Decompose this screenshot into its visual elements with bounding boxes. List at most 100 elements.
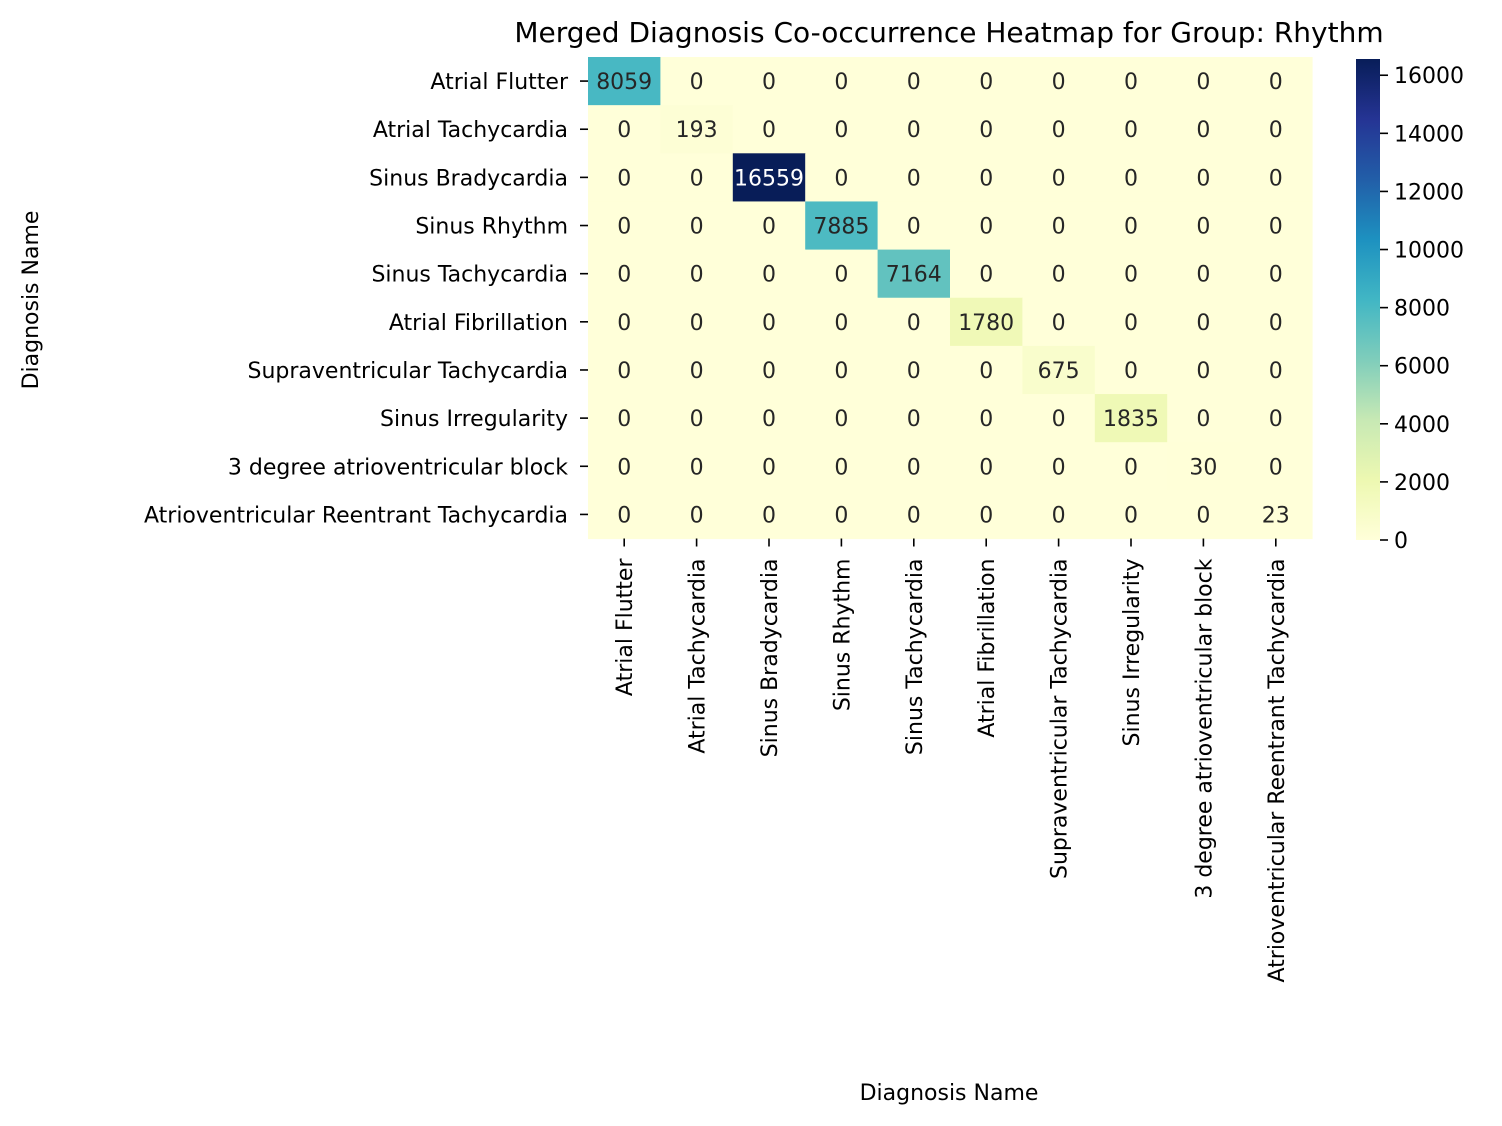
cell-value-label: 0 [834, 503, 848, 528]
heatmap-cell [1239, 297, 1313, 347]
cell-value-label: 0 [1269, 215, 1283, 240]
cell-value-label: 0 [979, 166, 993, 191]
cell-value-label: 0 [690, 215, 704, 240]
heatmap-cell [877, 153, 951, 203]
y-tick-label: Sinus Rhythm [415, 215, 568, 240]
heatmap-cell [660, 490, 734, 540]
heatmap-cell [732, 57, 806, 106]
heatmap-cell [1239, 57, 1313, 106]
heatmap-cell [950, 105, 1023, 154]
cell-value-label: 0 [834, 166, 848, 191]
heatmap-cell [732, 201, 806, 251]
cell-value-label: 0 [1269, 359, 1283, 384]
heatmap-cell [950, 153, 1023, 203]
heatmap-cell [660, 57, 734, 106]
y-tick-label: Sinus Irregularity [380, 407, 568, 432]
heatmap-cell [1167, 442, 1241, 491]
heatmap-cell [588, 201, 661, 251]
cell-value-label: 0 [1052, 70, 1066, 95]
heatmap-cell [1239, 345, 1313, 395]
cell-value-label: 0 [834, 455, 848, 480]
heatmap-cell [1094, 442, 1168, 491]
cell-value-label: 0 [1124, 70, 1138, 95]
cell-value-label: 0 [690, 263, 704, 288]
cell-value-label: 0 [690, 455, 704, 480]
x-axis-label: Diagnosis Name [860, 1081, 1039, 1106]
heatmap-cell [877, 490, 951, 540]
cell-value-label: 0 [690, 407, 704, 432]
heatmap-cell [660, 297, 734, 347]
cell-value-label: 0 [1124, 455, 1138, 480]
heatmap-cell [1239, 105, 1313, 154]
heatmap-cell [877, 442, 951, 491]
heatmap-cell [805, 490, 879, 540]
heatmap-cell [588, 345, 661, 395]
x-tick-label: Sinus Irregularity [1120, 559, 1145, 747]
heatmap-cell [805, 153, 879, 203]
cell-value-label: 0 [1052, 455, 1066, 480]
heatmap-cell [1239, 201, 1313, 251]
cell-value-label: 0 [1269, 118, 1283, 143]
heatmap-cell [877, 394, 951, 443]
heatmap-cell [1022, 249, 1096, 299]
heatmap-cell [1239, 490, 1313, 540]
heatmap-cell [1094, 490, 1168, 540]
cell-value-label: 0 [1124, 503, 1138, 528]
heatmap-cell [660, 249, 734, 299]
cell-value-label: 0 [834, 311, 848, 336]
heatmap-cell [732, 394, 806, 443]
cell-value-label: 0 [1196, 359, 1210, 384]
heatmap-cell [588, 490, 661, 540]
x-tick-label: Sinus Rhythm [830, 559, 855, 712]
x-tick-label: Supraventricular Tachycardia [1048, 559, 1073, 879]
heatmap-cell [805, 297, 879, 347]
heatmap-cell [1094, 105, 1168, 154]
heatmap-cell [950, 249, 1023, 299]
y-tick-label: Atrial Flutter [430, 70, 569, 95]
colorbar-tick-label: 0 [1394, 529, 1408, 554]
heatmap-cell [877, 105, 951, 154]
heatmap-cell [1239, 249, 1313, 299]
cell-value-label: 0 [617, 166, 631, 191]
cell-value-label: 0 [1269, 263, 1283, 288]
cell-value-label: 0 [979, 263, 993, 288]
heatmap-cell [588, 249, 661, 299]
y-axis-label: Diagnosis Name [19, 211, 44, 390]
cell-value-label: 0 [979, 407, 993, 432]
heatmap-cell [660, 345, 734, 395]
heatmap-cell [950, 394, 1023, 443]
cell-value-label: 0 [1124, 311, 1138, 336]
y-tick-label: Atrioventricular Reentrant Tachycardia [144, 503, 568, 528]
chart-title: Merged Diagnosis Co-occurrence Heatmap f… [514, 16, 1383, 49]
y-tick-label: Atrial Fibrillation [389, 311, 568, 336]
cell-value-label: 0 [979, 215, 993, 240]
heatmap-cell [950, 297, 1023, 347]
cell-value-label: 0 [617, 359, 631, 384]
heatmap-cell [1239, 394, 1313, 443]
cell-value-label: 0 [834, 70, 848, 95]
heatmap-cell [1094, 394, 1168, 443]
colorbar-gradient [1356, 59, 1380, 540]
heatmap-cell [877, 345, 951, 395]
heatmap-cell [732, 297, 806, 347]
x-tick-label: Atrial Fibrillation [975, 558, 1000, 737]
heatmap-cell [950, 442, 1023, 491]
heatmap-cell [732, 490, 806, 540]
heatmap-cell [1022, 105, 1096, 154]
cell-value-label: 0 [690, 359, 704, 384]
cell-value-label: 0 [1124, 215, 1138, 240]
heatmap-cell [1094, 153, 1168, 203]
heatmap-cell [1094, 297, 1168, 347]
heatmap-cell [1167, 249, 1241, 299]
cell-value-label: 0 [1196, 311, 1210, 336]
colorbar: 0 2000 4000 6000 8000 10000 12000 14000 16000 [1356, 59, 1464, 554]
colorbar-tick-label: 6000 [1394, 355, 1450, 380]
heatmap-cell [1167, 57, 1241, 106]
cell-value-label: 7885 [813, 215, 869, 240]
heatmap-cell [1022, 345, 1096, 395]
cell-value-label: 0 [1269, 70, 1283, 95]
heatmap-cell [1167, 297, 1241, 347]
colorbar-tick-label: 10000 [1394, 239, 1464, 264]
cell-value-label: 0 [617, 503, 631, 528]
y-tick-label: Sinus Tachycardia [371, 263, 568, 288]
